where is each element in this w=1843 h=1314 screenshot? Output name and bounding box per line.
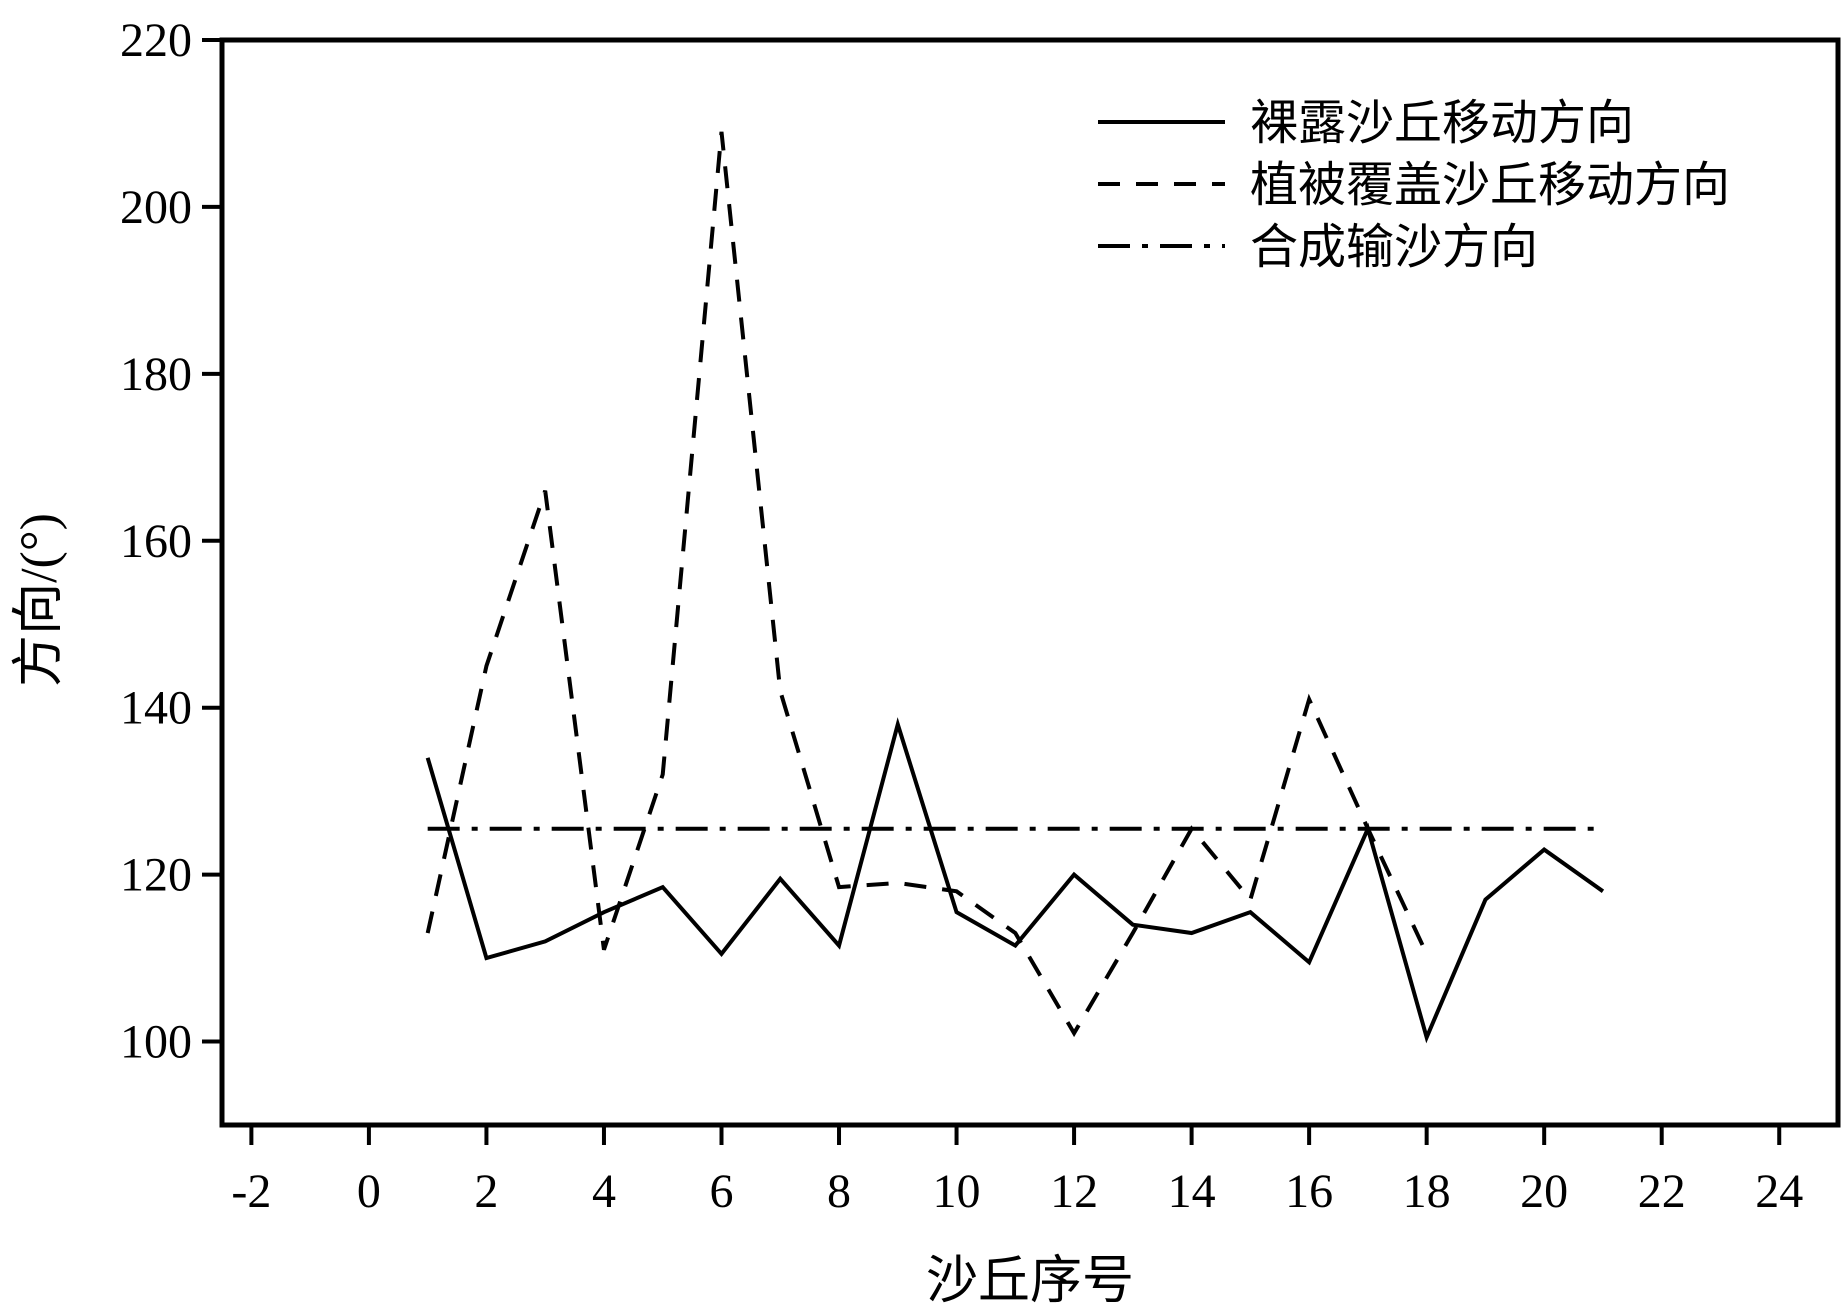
- x-tick-label: 24: [1755, 1165, 1803, 1218]
- x-tick-label: 16: [1285, 1165, 1333, 1218]
- x-tick-label: 20: [1520, 1165, 1568, 1218]
- y-tick-label: 220: [120, 14, 192, 67]
- y-tick-label: 200: [120, 181, 192, 234]
- x-tick-label: 0: [357, 1165, 381, 1218]
- series-line-2: [425, 131, 1429, 1038]
- legend-label-2: 植被覆盖沙丘移动方向: [1250, 159, 1730, 212]
- y-tick-label: 160: [120, 515, 192, 568]
- y-tick-label: 100: [120, 1016, 192, 1069]
- y-tick-label: 140: [120, 682, 192, 735]
- y-axis-ticks: 100 120 140 160 180 200 220: [120, 14, 222, 1069]
- x-tick-label: 2: [474, 1165, 498, 1218]
- x-tick-label: 10: [933, 1165, 981, 1218]
- plot-frame: [219, 37, 1841, 1128]
- x-tick-label: 14: [1168, 1165, 1216, 1218]
- series-layer: [425, 131, 1605, 1044]
- x-tick-label: 6: [709, 1165, 733, 1218]
- x-tick-label: -2: [231, 1165, 271, 1218]
- y-axis-label: 方向/(°): [11, 513, 68, 687]
- y-tick-label: 180: [120, 348, 192, 401]
- legend-label-3: 合成输沙方向: [1250, 221, 1538, 274]
- y-tick-label: 120: [120, 849, 192, 902]
- x-axis-ticks: -2 0 2 4 6 8 10 12 14 16 18 20 22 24: [231, 1125, 1803, 1218]
- x-tick-label: 18: [1403, 1165, 1451, 1218]
- legend-label-1: 裸露沙丘移动方向: [1250, 97, 1634, 150]
- x-axis-label: 沙丘序号: [926, 1253, 1134, 1310]
- x-tick-label: 22: [1638, 1165, 1686, 1218]
- series-line-1: [425, 717, 1605, 1044]
- x-tick-label: 12: [1050, 1165, 1098, 1218]
- x-tick-label: 4: [592, 1165, 616, 1218]
- x-tick-label: 8: [827, 1165, 851, 1218]
